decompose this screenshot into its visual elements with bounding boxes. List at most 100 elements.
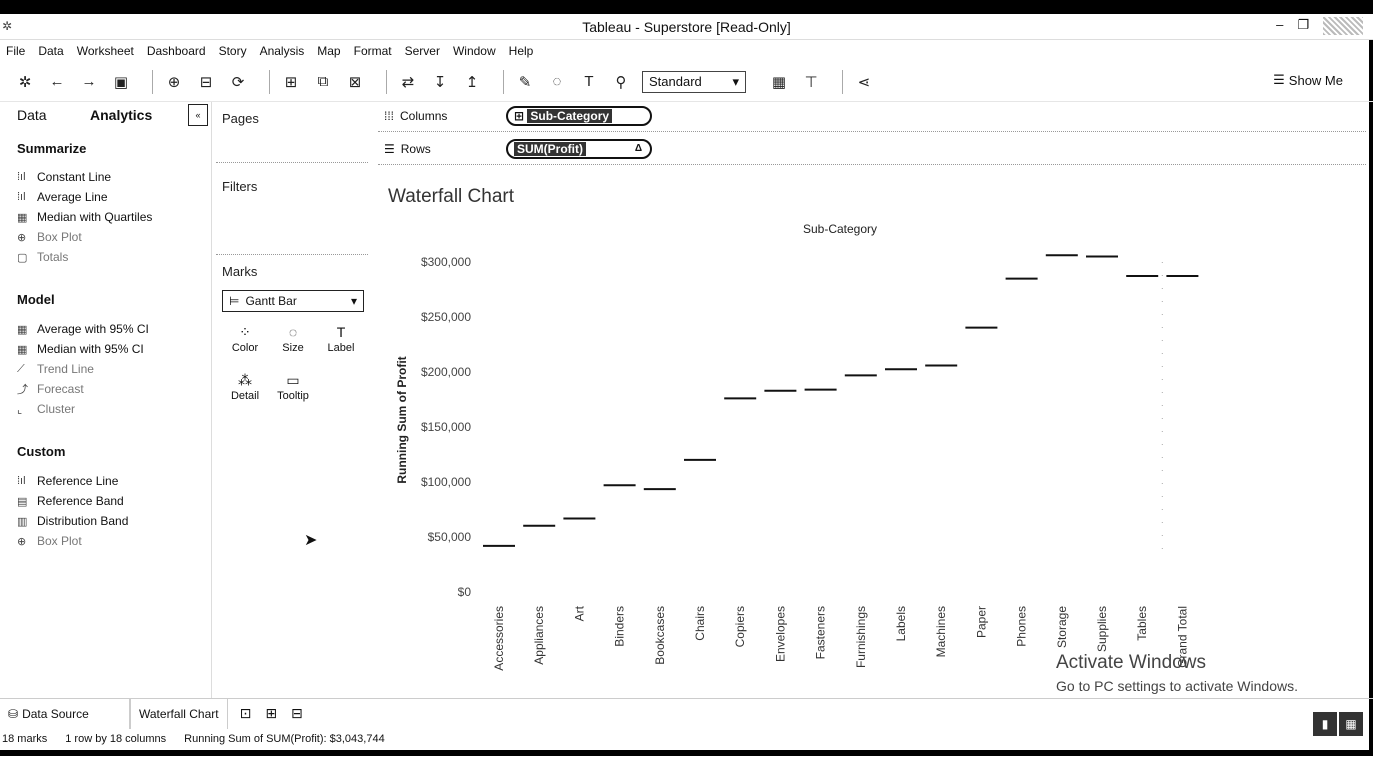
close-button[interactable]: [1323, 17, 1363, 35]
x-tick-label: Paper: [974, 606, 988, 638]
marks-detail-button[interactable]: ⁂ Detail: [222, 370, 268, 410]
show-me-button[interactable]: ☰ Show Me: [1273, 72, 1343, 88]
analytics-item-constant-line[interactable]: ⁞ıl Constant Line: [17, 168, 111, 186]
analytics-item-trend-line[interactable]: ⟋ Trend Line: [17, 360, 94, 378]
sort-descending-icon[interactable]: ↥: [465, 73, 479, 91]
menu-story[interactable]: Story: [218, 44, 247, 58]
menu-worksheet[interactable]: Worksheet: [76, 44, 134, 58]
analytics-item-distribution-band[interactable]: ▥ Distribution Band: [17, 512, 128, 530]
analytics-item-forecast[interactable]: ⤴ Forecast: [17, 380, 84, 398]
tableau-app-icon[interactable]: ✲: [2, 19, 13, 33]
filmstrip-icon[interactable]: ▦: [1339, 712, 1363, 736]
swap-rows-columns-icon[interactable]: ⇄: [401, 73, 415, 91]
tab-waterfall-chart[interactable]: Waterfall Chart: [130, 698, 228, 729]
average-line-icon: ⁞ıl: [17, 191, 26, 203]
menu-window[interactable]: Window: [452, 44, 496, 58]
new-worksheet-icon[interactable]: ⊡: [239, 705, 252, 721]
columns-shelf[interactable]: ⁞⁞⁞ Columns ⊞ Sub-Category: [378, 102, 1366, 132]
menu-help[interactable]: Help: [508, 44, 534, 58]
item-label: Totals: [37, 250, 69, 264]
new-dashboard-icon[interactable]: ⊞: [265, 705, 278, 721]
watermark-line2: Go to PC settings to activate Windows.: [1056, 678, 1298, 694]
marks-color-button[interactable]: ⁘ Color: [222, 322, 268, 362]
y-tick-label: $50,000: [428, 530, 472, 544]
x-tick-label: Storage: [1055, 606, 1069, 648]
refresh-icon[interactable]: ⟳: [231, 73, 245, 91]
new-worksheet-icon[interactable]: ⊞: [284, 73, 298, 91]
save-icon[interactable]: ▣: [113, 73, 129, 91]
new-story-icon[interactable]: ⊟: [291, 705, 303, 721]
rows-shelf[interactable]: ☰ Rows SUM(Profit) Δ: [378, 135, 1366, 165]
mark-type-value: Gantt Bar: [245, 294, 297, 308]
sum-profit-pill[interactable]: SUM(Profit) Δ: [506, 139, 652, 159]
tableau-logo-icon[interactable]: ✲: [18, 73, 32, 91]
analytics-item-box-plot[interactable]: ⊕ Box Plot: [17, 228, 82, 246]
undo-icon[interactable]: ←: [49, 73, 65, 90]
highlight-icon[interactable]: ✎: [518, 73, 532, 91]
analytics-item-custom-box-plot[interactable]: ⊕ Box Plot: [17, 532, 82, 550]
analytics-item-median-ci[interactable]: ▦ Median with 95% CI: [17, 340, 144, 358]
waterfall-chart[interactable]: Sub-Category Running Sum of Profit $0 $50,0…: [378, 170, 1366, 696]
fit-select[interactable]: Standard ▾: [642, 70, 746, 93]
data-source-tab[interactable]: ⛁ Data Source: [0, 698, 130, 729]
sub-category-pill[interactable]: ⊞ Sub-Category: [506, 106, 652, 126]
median-ci-icon: ▦: [17, 343, 28, 356]
minimize-button[interactable]: –: [1276, 17, 1284, 32]
marks-tooltip-button[interactable]: ▭ Tooltip: [270, 370, 316, 410]
menu-map[interactable]: Map: [317, 44, 341, 58]
menu-server[interactable]: Server: [404, 44, 440, 58]
analytics-item-average-line[interactable]: ⁞ıl Average Line: [17, 188, 108, 206]
item-label: Trend Line: [37, 362, 94, 376]
menu-analysis[interactable]: Analysis: [259, 44, 305, 58]
analytics-item-median-quartiles[interactable]: ▦ Median with Quartiles: [17, 208, 152, 226]
show-tabs-icon[interactable]: ▮: [1313, 712, 1337, 736]
marks-size-button[interactable]: ◌ Size: [270, 322, 316, 362]
card-separator: [216, 254, 368, 255]
collapse-pane-button[interactable]: «: [188, 104, 208, 126]
x-tick-label: Art: [572, 605, 586, 621]
top-border: [0, 0, 1373, 14]
analytics-item-totals[interactable]: ▢ Totals: [17, 248, 68, 266]
new-data-source-icon[interactable]: ⊕: [167, 73, 181, 91]
x-tick-label: Chairs: [693, 606, 707, 641]
fix-axes-icon[interactable]: ⚲: [615, 73, 627, 91]
labels-icon[interactable]: T: [584, 73, 594, 90]
analytics-item-reference-line[interactable]: ⁞ıl Reference Line: [17, 472, 118, 490]
forecast-icon: ⤴: [17, 384, 28, 396]
toolbar-separator: [842, 69, 843, 94]
marks-label-button[interactable]: T Label: [318, 322, 364, 362]
tab-analytics[interactable]: Analytics: [90, 107, 153, 123]
analytics-item-cluster[interactable]: ⌞ Cluster: [17, 400, 75, 418]
menu-file[interactable]: File: [6, 44, 26, 58]
show-cards-icon[interactable]: ▦: [771, 73, 787, 91]
analytics-item-average-ci[interactable]: ▦ Average with 95% CI: [17, 320, 149, 338]
menu-dashboard[interactable]: Dashboard: [146, 44, 206, 58]
toolbar-separator: [503, 69, 504, 94]
mark-button-label: Color: [231, 342, 259, 354]
y-tick-label: $0: [458, 585, 472, 599]
sort-ascending-icon[interactable]: ↧: [433, 73, 447, 91]
gantt-bar-icon: ⊨: [229, 294, 240, 308]
mark-button-label: Label: [327, 342, 355, 354]
mark-type-dropdown[interactable]: ⊨ Gantt Bar ▾: [222, 290, 364, 312]
rows-icon: ☰: [384, 142, 395, 156]
share-icon[interactable]: ⋖: [857, 73, 871, 91]
right-border: [1369, 14, 1373, 754]
cluster-icon: ⌞: [17, 403, 23, 416]
menu-data[interactable]: Data: [38, 44, 64, 58]
restore-button[interactable]: ❐: [1297, 17, 1309, 32]
y-tick-label: $100,000: [421, 475, 471, 489]
duplicate-sheet-icon[interactable]: ⧉: [317, 73, 329, 90]
menu-format[interactable]: Format: [353, 44, 392, 58]
pause-updates-icon[interactable]: ⊟: [199, 73, 213, 91]
analytics-item-reference-band[interactable]: ▤ Reference Band: [17, 492, 124, 510]
group-icon[interactable]: ◌: [552, 73, 562, 90]
pages-card-title: Pages: [222, 111, 259, 126]
tab-data[interactable]: Data: [17, 107, 47, 123]
fit-select-value: Standard: [649, 74, 702, 89]
presentation-mode-icon[interactable]: ⊤: [804, 73, 818, 91]
clear-sheet-icon[interactable]: ⊠: [348, 73, 362, 91]
x-tick-label: Copiers: [733, 606, 747, 647]
redo-icon[interactable]: →: [81, 73, 97, 90]
dimension-icon: ⊞: [514, 109, 528, 123]
